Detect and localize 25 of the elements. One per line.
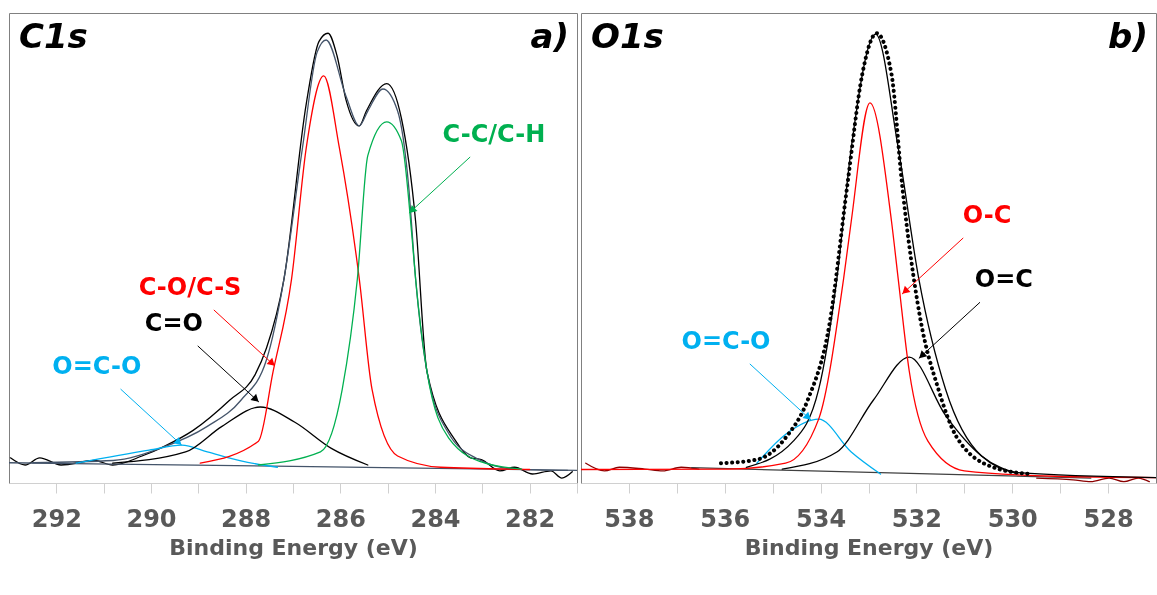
x-tick-label: 528 [1083, 504, 1134, 533]
annotation: O=C-O [681, 327, 771, 356]
annotation: b) [1108, 16, 1148, 56]
chart-title: C1s [19, 16, 88, 56]
x-tick-label: 288 [221, 504, 272, 533]
annotation: O-C [962, 201, 1012, 230]
annotation: C=O [144, 309, 203, 338]
x-tick-label: 538 [604, 504, 655, 533]
x-tick-label: 290 [126, 504, 177, 533]
x-axis-title: Binding Energy (eV) [169, 534, 418, 560]
annotation: a) [530, 16, 569, 56]
x-tick-label: 282 [505, 504, 556, 533]
x-tick-label: 292 [31, 504, 82, 533]
x-axis-title: Binding Energy (eV) [744, 534, 994, 560]
x-tick-label: 534 [796, 504, 847, 533]
annotation: C-O/C-S [138, 273, 242, 302]
annotation: O=C [974, 265, 1033, 294]
x-tick-label: 530 [987, 504, 1038, 533]
x-tick-label: 536 [700, 504, 751, 533]
annotation: C-C/C-H [442, 120, 546, 149]
x-tick-label: 284 [410, 504, 461, 533]
x-tick-label: 532 [891, 504, 942, 533]
annotation: O=C-O [52, 352, 142, 381]
chart-title: O1s [591, 16, 664, 56]
x-tick-label: 286 [315, 504, 366, 533]
